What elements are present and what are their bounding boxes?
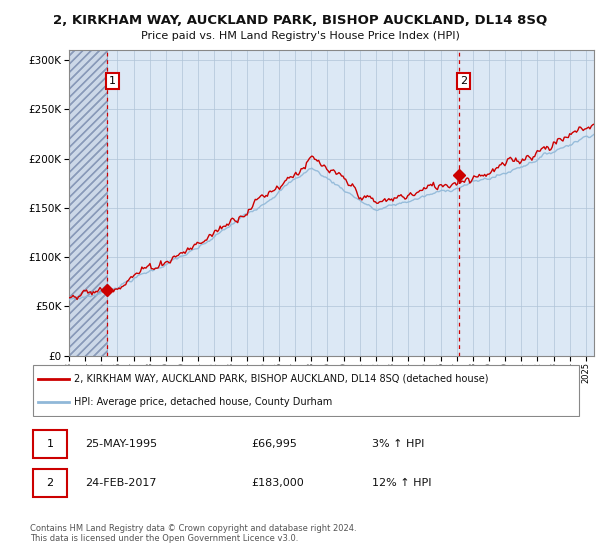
Text: 2, KIRKHAM WAY, AUCKLAND PARK, BISHOP AUCKLAND, DL14 8SQ (detached house): 2, KIRKHAM WAY, AUCKLAND PARK, BISHOP AU… (74, 374, 488, 384)
Text: 24-FEB-2017: 24-FEB-2017 (85, 478, 157, 488)
Text: Price paid vs. HM Land Registry's House Price Index (HPI): Price paid vs. HM Land Registry's House … (140, 31, 460, 41)
Text: £183,000: £183,000 (251, 478, 304, 488)
Text: 2: 2 (46, 478, 53, 488)
Bar (69, 50, 107, 356)
Text: HPI: Average price, detached house, County Durham: HPI: Average price, detached house, Coun… (74, 397, 332, 407)
FancyBboxPatch shape (33, 365, 579, 416)
Text: Contains HM Land Registry data © Crown copyright and database right 2024.
This d: Contains HM Land Registry data © Crown c… (30, 524, 356, 543)
Text: £66,995: £66,995 (251, 439, 296, 449)
Text: 3% ↑ HPI: 3% ↑ HPI (372, 439, 425, 449)
FancyBboxPatch shape (33, 469, 67, 497)
Text: 12% ↑ HPI: 12% ↑ HPI (372, 478, 432, 488)
Text: 1: 1 (46, 439, 53, 449)
Text: 25-MAY-1995: 25-MAY-1995 (85, 439, 157, 449)
Bar (69, 50, 107, 356)
Text: 2, KIRKHAM WAY, AUCKLAND PARK, BISHOP AUCKLAND, DL14 8SQ: 2, KIRKHAM WAY, AUCKLAND PARK, BISHOP AU… (53, 14, 547, 27)
FancyBboxPatch shape (33, 431, 67, 458)
Text: 1: 1 (109, 76, 116, 86)
Text: 2: 2 (460, 76, 467, 86)
